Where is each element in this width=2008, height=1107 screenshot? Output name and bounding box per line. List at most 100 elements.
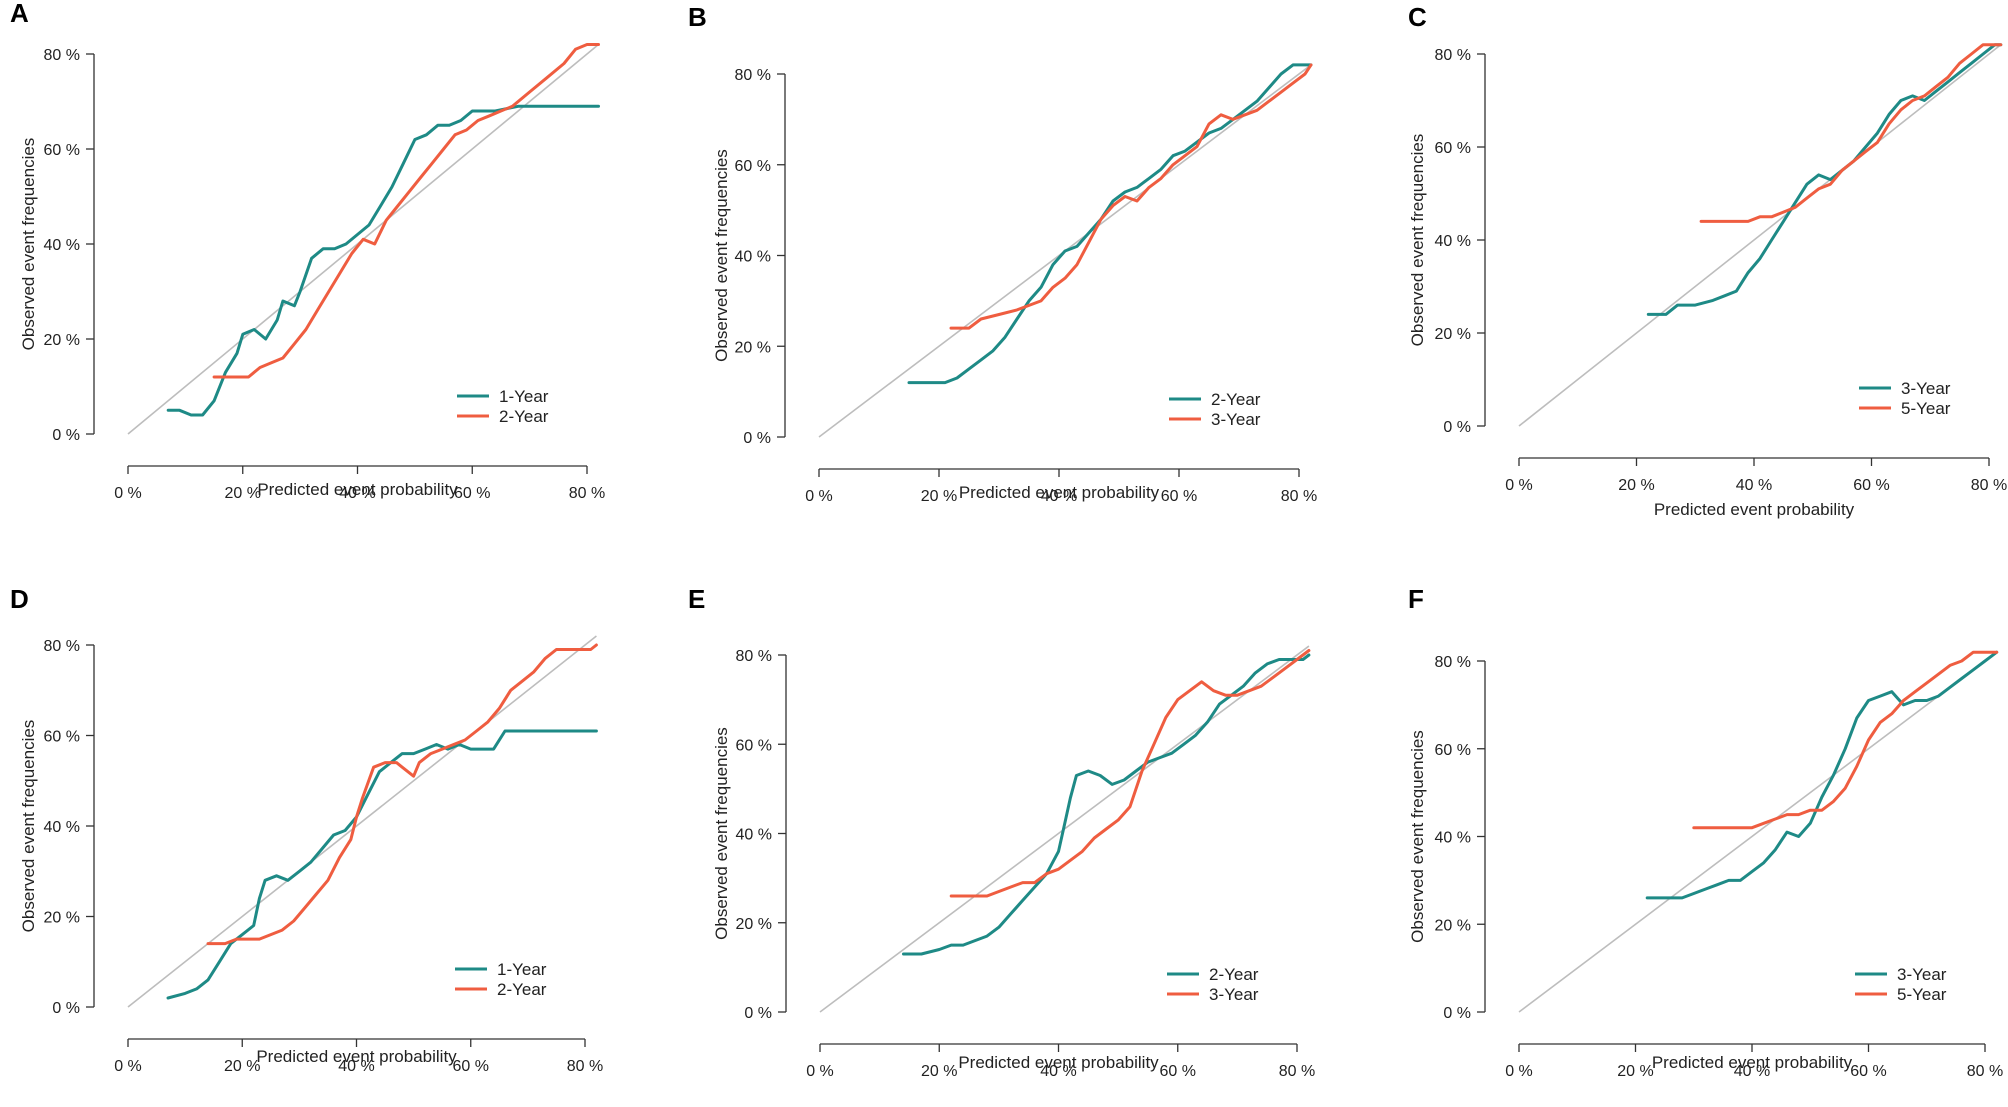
series-line-2-year [907,63,1313,385]
series-line-2-year [902,653,1311,956]
panel-label: F [1408,584,1424,614]
reference-diagonal [127,635,597,1008]
y-axis-title: Observed event frequencies [1408,134,1427,347]
legend-label: 3-Year [1901,379,1951,398]
x-tick-label: 0 % [1505,1063,1533,1080]
series-line-3-year [949,63,1313,330]
series-line-5-year [1692,650,1999,830]
panel-e: E 0 % 20 % 40 % 60 % 80 % 0 % 20 % 40 % 60 % 80 % P… [688,584,1315,1080]
x-tick-label: 80 % [1971,477,2007,494]
x-tick-label: 0 % [114,1058,142,1075]
x-tick-label: 20 % [1617,1063,1653,1080]
reference-diagonal [1518,44,2002,427]
y-tick-label: 80 % [44,47,80,64]
y-tick-label: 20 % [44,910,80,927]
x-tick-label: 20 % [224,1058,260,1075]
x-tick-label: 80 % [1279,1063,1315,1080]
y-tick-label: 80 % [735,67,771,84]
x-tick-label: 20 % [1618,477,1654,494]
y-tick-label: 60 % [44,142,80,159]
y-axis-title: Observed event frequencies [19,138,38,351]
x-tick-label: 40 % [339,485,375,502]
y-tick-label: 20 % [736,916,772,933]
x-tick-label: 80 % [1967,1063,2003,1080]
legend-label: 2-Year [499,407,549,426]
x-axis-title: Predicted event probability [959,483,1160,502]
y-tick-label: 20 % [1435,326,1471,343]
y-tick-label: 60 % [736,737,772,754]
panel-f: F 0 % 20 % 40 % 60 % 80 % 0 % 20 % 40 % 60 % 80 % P… [1408,584,2003,1080]
legend-label: 2-Year [1209,965,1259,984]
legend-label: 5-Year [1901,399,1951,418]
y-tick-label: 20 % [735,339,771,356]
x-axis-title: Predicted event probability [1652,1053,1853,1072]
legend-label: 2-Year [497,980,547,999]
x-tick-label: 0 % [114,485,142,502]
x-tick-label: 80 % [569,485,605,502]
x-axis-title: Predicted event probability [1654,500,1855,519]
y-axis-title: Observed event frequencies [712,727,731,940]
legend-label: 3-Year [1897,965,1947,984]
x-tick-label: 0 % [806,1063,834,1080]
y-tick-label: 40 % [1435,233,1471,250]
y-tick-label: 80 % [736,648,772,665]
panel-d: D 0 % 20 % 40 % 60 % 80 % 0 % 20 % 40 % 60 % 80 % P… [10,584,603,1075]
x-tick-label: 40 % [1734,1063,1770,1080]
x-axis-title: Predicted event probability [256,1047,457,1066]
x-tick-label: 60 % [1161,488,1197,505]
y-tick-label: 0 % [743,430,771,447]
x-tick-label: 60 % [1160,1063,1196,1080]
y-axis-title: Observed event frequencies [19,720,38,933]
y-tick-label: 20 % [44,332,80,349]
reference-diagonal [1518,651,1998,1013]
y-tick-label: 60 % [735,158,771,175]
x-axis-title: Predicted event probability [257,480,458,499]
panel-a: A 0 % 20 % 40 % 60 % 80 % 0 % 20 % 40 % 60 % 80 % P… [10,0,605,502]
y-tick-label: 60 % [1435,742,1471,759]
panel-label: B [688,2,707,32]
legend-label: 1-Year [497,960,547,979]
y-tick-label: 40 % [736,827,772,844]
x-tick-label: 40 % [1040,1063,1076,1080]
x-tick-label: 40 % [1041,488,1077,505]
x-tick-label: 60 % [454,485,490,502]
legend-label: 3-Year [1209,985,1259,1004]
y-tick-label: 80 % [1435,654,1471,671]
x-tick-label: 60 % [453,1058,489,1075]
x-tick-label: 40 % [1736,477,1772,494]
legend-label: 5-Year [1897,985,1947,1004]
x-axis-title: Predicted event probability [958,1053,1159,1072]
x-tick-label: 0 % [805,488,833,505]
y-tick-label: 0 % [52,1000,80,1017]
y-tick-label: 80 % [44,638,80,655]
x-tick-label: 20 % [921,488,957,505]
legend-label: 1-Year [499,387,549,406]
y-tick-label: 20 % [1435,917,1471,934]
x-tick-label: 60 % [1853,477,1889,494]
y-tick-label: 0 % [1443,1005,1471,1022]
panel-label: A [10,0,29,28]
series-line-1-year [166,729,598,1000]
panel-label: E [688,584,705,614]
x-tick-label: 80 % [567,1058,603,1075]
y-tick-label: 60 % [44,729,80,746]
series-line-3-year [1646,43,2003,316]
legend-label: 3-Year [1211,410,1261,429]
x-tick-label: 0 % [1505,477,1533,494]
y-tick-label: 0 % [744,1005,772,1022]
x-tick-label: 60 % [1850,1063,1886,1080]
y-tick-label: 40 % [44,237,80,254]
y-tick-label: 40 % [735,249,771,266]
y-tick-label: 0 % [52,427,80,444]
y-tick-label: 60 % [1435,140,1471,157]
y-tick-label: 40 % [44,819,80,836]
y-tick-label: 0 % [1443,419,1471,436]
series-line-2-year [212,43,600,379]
series-line-5-year [1699,43,2003,223]
x-tick-label: 80 % [1281,488,1317,505]
y-axis-title: Observed event frequencies [1408,730,1427,943]
series-line-1-year [166,104,600,417]
y-axis-title: Observed event frequencies [712,149,731,362]
panel-label: D [10,584,29,614]
